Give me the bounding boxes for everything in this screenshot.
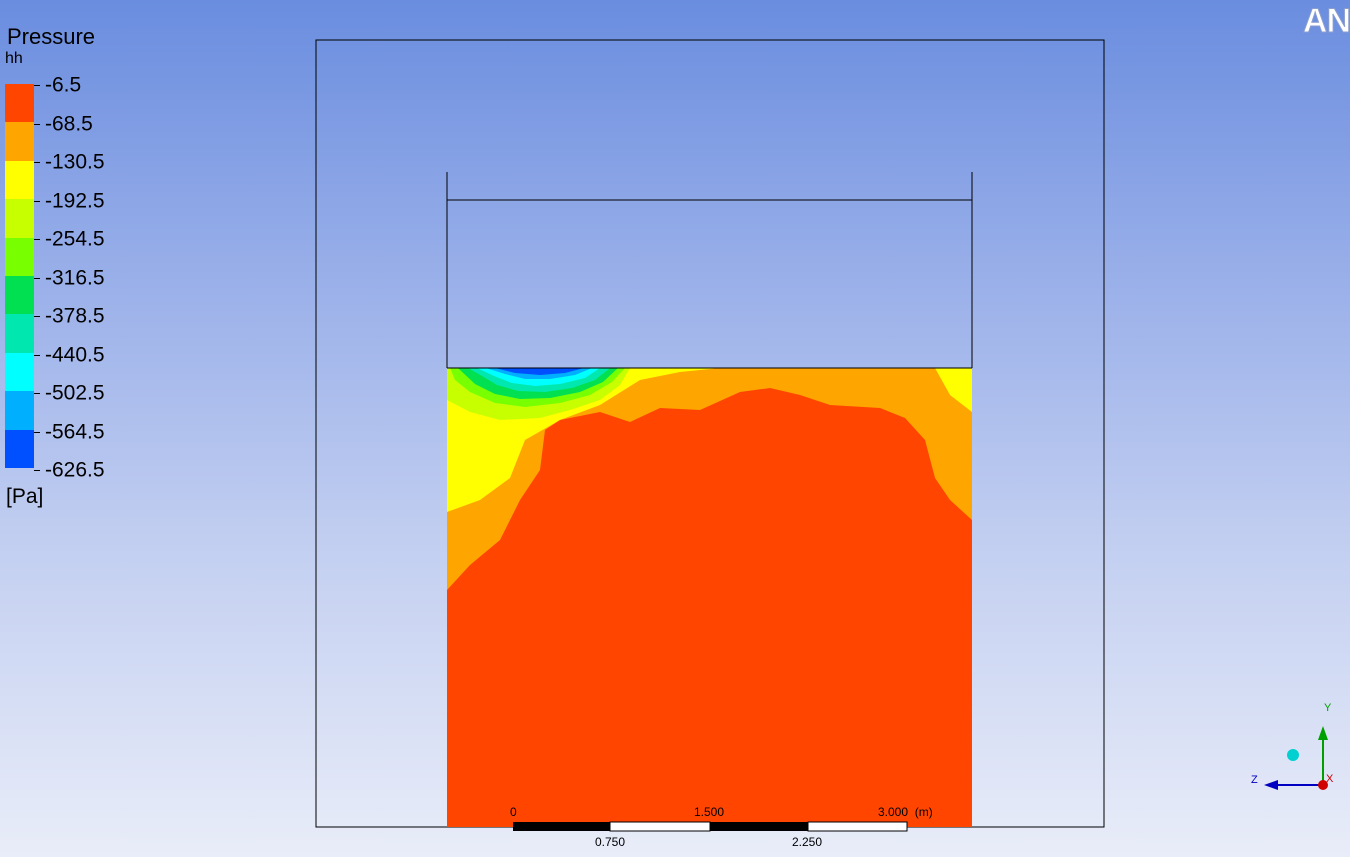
- legend-tick: [34, 277, 40, 279]
- legend-tick: [34, 316, 40, 317]
- legend-value-label: -68.5: [45, 112, 93, 135]
- legend-value-label: -254.5: [45, 227, 105, 251]
- legend-swatch: [5, 84, 34, 123]
- legend-value-label: -192.5: [45, 189, 105, 212]
- contour-red-core: [447, 388, 972, 827]
- legend-value-label: -130.5: [45, 150, 105, 174]
- legend-swatch: [5, 160, 34, 200]
- triad-rotation-sphere: [1287, 749, 1299, 761]
- scale-label-0: 0: [510, 805, 517, 819]
- scale-segment-2: [609, 821, 711, 832]
- triad-z-label: Z: [1251, 774, 1258, 786]
- legend-swatch: [5, 314, 34, 353]
- legend-swatch: [5, 429, 34, 469]
- axis-triad[interactable]: Y Z X: [1251, 702, 1334, 790]
- legend-swatch: [5, 122, 34, 161]
- triad-x-label: X: [1326, 773, 1334, 785]
- legend-tick: [34, 200, 40, 202]
- legend-value-label: -378.5: [45, 304, 105, 328]
- scale-label-3000: 3.000 (m): [878, 805, 933, 819]
- scale-segment-3: [710, 822, 808, 831]
- legend-swatch: [5, 237, 34, 277]
- legend-value-label: -316.5: [45, 266, 105, 289]
- scale-segment-1: [513, 822, 610, 831]
- legend-swatch: [5, 352, 34, 392]
- legend-tick: [34, 431, 40, 433]
- legend-value-label: -626.5: [45, 458, 105, 482]
- legend-tick: [34, 123, 40, 125]
- triad-z-arrowhead: [1264, 780, 1278, 790]
- legend-tick: [34, 393, 40, 394]
- scale-label-0750: 0.750: [595, 835, 625, 849]
- legend-tick: [34, 85, 40, 86]
- legend-title: Pressure: [7, 24, 96, 49]
- scale-label-2250: 2.250: [792, 835, 822, 849]
- legend-subtitle: hh: [5, 50, 23, 67]
- triad-x-origin: [1318, 780, 1328, 790]
- legend-swatch: [5, 391, 34, 430]
- legend-color-bar: [5, 84, 34, 469]
- legend-swatch: [5, 199, 34, 238]
- legend-tick: [34, 239, 40, 240]
- legend-unit: [Pa]: [6, 485, 44, 508]
- ansys-logo: AN: [1302, 2, 1350, 41]
- triad-y-label: Y: [1324, 702, 1332, 714]
- contour-blue-zone: [495, 368, 584, 375]
- legend-tick: [34, 162, 40, 163]
- scale-segment-4: [807, 821, 908, 832]
- legend-value-label: -502.5: [45, 381, 105, 405]
- scale-label-1500: 1.500: [694, 805, 724, 819]
- legend-swatch: [5, 276, 34, 315]
- scale-bar: 0 1.500 3.000 (m) 0.750 2.250: [510, 805, 933, 849]
- legend-value-label: -440.5: [45, 343, 105, 366]
- legend-tick: [34, 470, 40, 471]
- legend-value-label: -564.5: [45, 420, 105, 443]
- pressure-contour: [447, 368, 972, 827]
- legend-value-label: -6.5: [45, 73, 82, 97]
- triad-y-arrowhead: [1318, 726, 1328, 740]
- legend-tick: [34, 354, 40, 356]
